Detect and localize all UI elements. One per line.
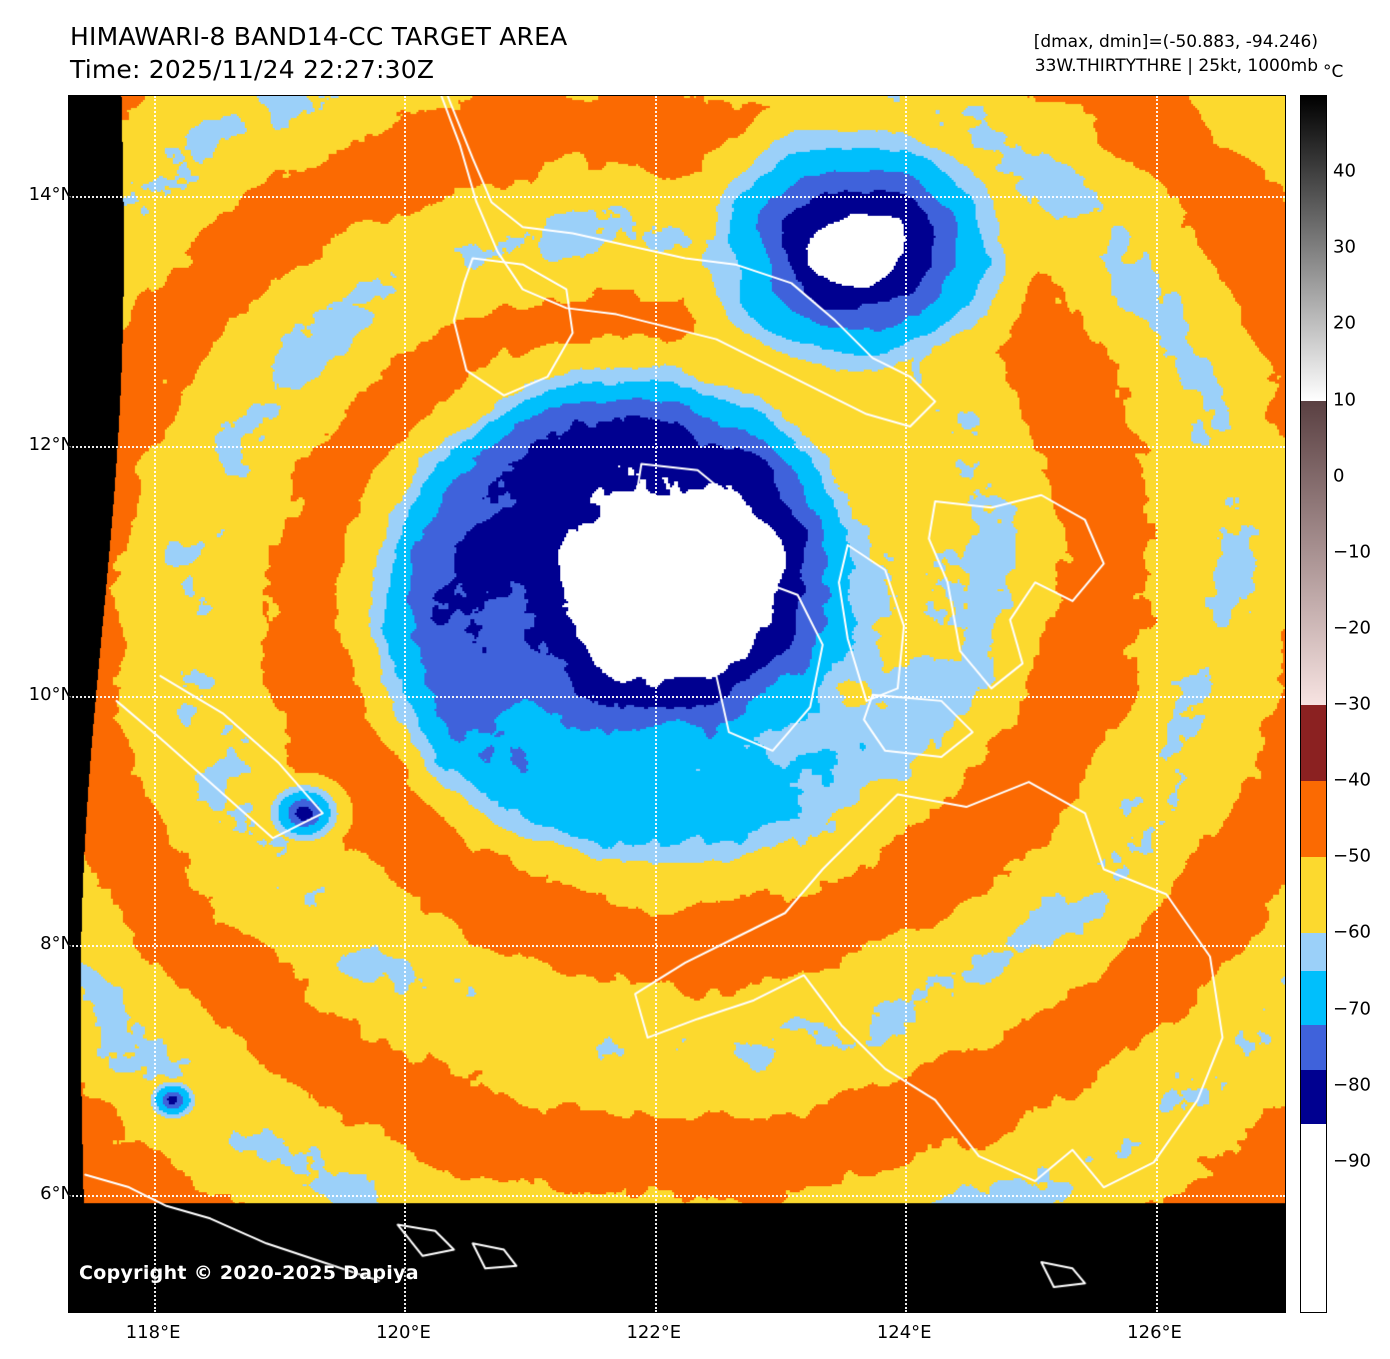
colorbar-tick-label: −70 (1333, 998, 1371, 1019)
lon-tick-label: 120°E (376, 1322, 431, 1343)
lon-tick-label: 126°E (1127, 1322, 1182, 1343)
gridline-lat-10 (69, 695, 1285, 698)
lon-tick-label: 122°E (626, 1322, 682, 1343)
metadata-block: [dmax, dmin]=(-50.883, -94.246) 33W.THIR… (1034, 30, 1318, 78)
colorbar-tick-label: −10 (1333, 541, 1371, 563)
gridline-lon-120 (404, 96, 407, 1312)
lon-tick-label: 118°E (125, 1322, 181, 1343)
colorbar-tick-label: 20 (1333, 312, 1356, 334)
colorbar-segment-white-coldest (1301, 1123, 1326, 1312)
colorbar-segment-cyan (1301, 971, 1326, 1025)
colorbar-tick-label: 40 (1333, 160, 1356, 182)
colorbar-segment-brown-pink (1301, 400, 1326, 705)
colorbar-segment-blue (1301, 1024, 1326, 1071)
gridline-lat-6 (69, 1195, 1285, 1198)
temperature-colorbar[interactable] (1300, 95, 1327, 1313)
gridline-lat-14 (69, 195, 1285, 198)
colorbar-segment-orange (1301, 781, 1326, 858)
colorbar-tick-label: −20 (1333, 617, 1371, 639)
satellite-imagery-canvas (69, 96, 1285, 1312)
colorbar-segment-yellow (1301, 857, 1326, 934)
colorbar-unit-label: °C (1323, 62, 1344, 82)
colorbar-segment-light-blue (1301, 933, 1326, 972)
colorbar-segment-navy (1301, 1070, 1326, 1124)
observation-time: Time: 2025/11/24 22:27:30Z (70, 55, 435, 84)
gridline-lat-12 (69, 445, 1285, 448)
page-title: HIMAWARI-8 BAND14-CC TARGET AREA Time: 2… (70, 20, 567, 86)
gridline-lon-126 (1155, 96, 1158, 1312)
colorbar-tick-label: −30 (1333, 693, 1371, 715)
gridline-lon-118 (154, 96, 157, 1312)
colorbar-segment-grayscale-warm (1301, 96, 1326, 401)
colorbar-tick-label: −50 (1333, 845, 1371, 867)
lat-tick-label: 6°N (40, 1183, 74, 1205)
colorbar-tick-label: 0 (1333, 465, 1345, 487)
data-range-text: [dmax, dmin]=(-50.883, -94.246) (1033, 32, 1318, 52)
lat-tick-label: 8°N (40, 933, 74, 955)
colorbar-tick-label: 30 (1333, 236, 1356, 258)
gridline-lon-124 (905, 96, 908, 1312)
colorbar-tick-label: 10 (1333, 389, 1356, 410)
colorbar-tick-label: −60 (1333, 921, 1371, 943)
colorbar-tick-label: −40 (1333, 769, 1371, 791)
colorbar-tick-label: −80 (1333, 1074, 1371, 1096)
storm-info-text: 33W.THIRTYTHRE | 25kt, 1000mb (1034, 56, 1318, 76)
satellite-image-plot[interactable]: Copyright © 2020-2025 Dapiya (68, 95, 1286, 1313)
lon-tick-label: 124°E (876, 1322, 932, 1343)
gridline-lat-8 (69, 945, 1285, 948)
lat-tick-label: 10°N (28, 683, 74, 705)
copyright-text: Copyright © 2020-2025 Dapiya (79, 1262, 419, 1284)
lat-tick-label: 14°N (28, 183, 74, 205)
colorbar-segment-dark-red (1301, 705, 1326, 782)
colorbar-tick-label: −90 (1333, 1150, 1371, 1172)
lat-tick-label: 12°N (28, 433, 74, 455)
gridline-lon-122 (654, 96, 657, 1312)
product-title: HIMAWARI-8 BAND14-CC TARGET AREA (70, 22, 568, 51)
